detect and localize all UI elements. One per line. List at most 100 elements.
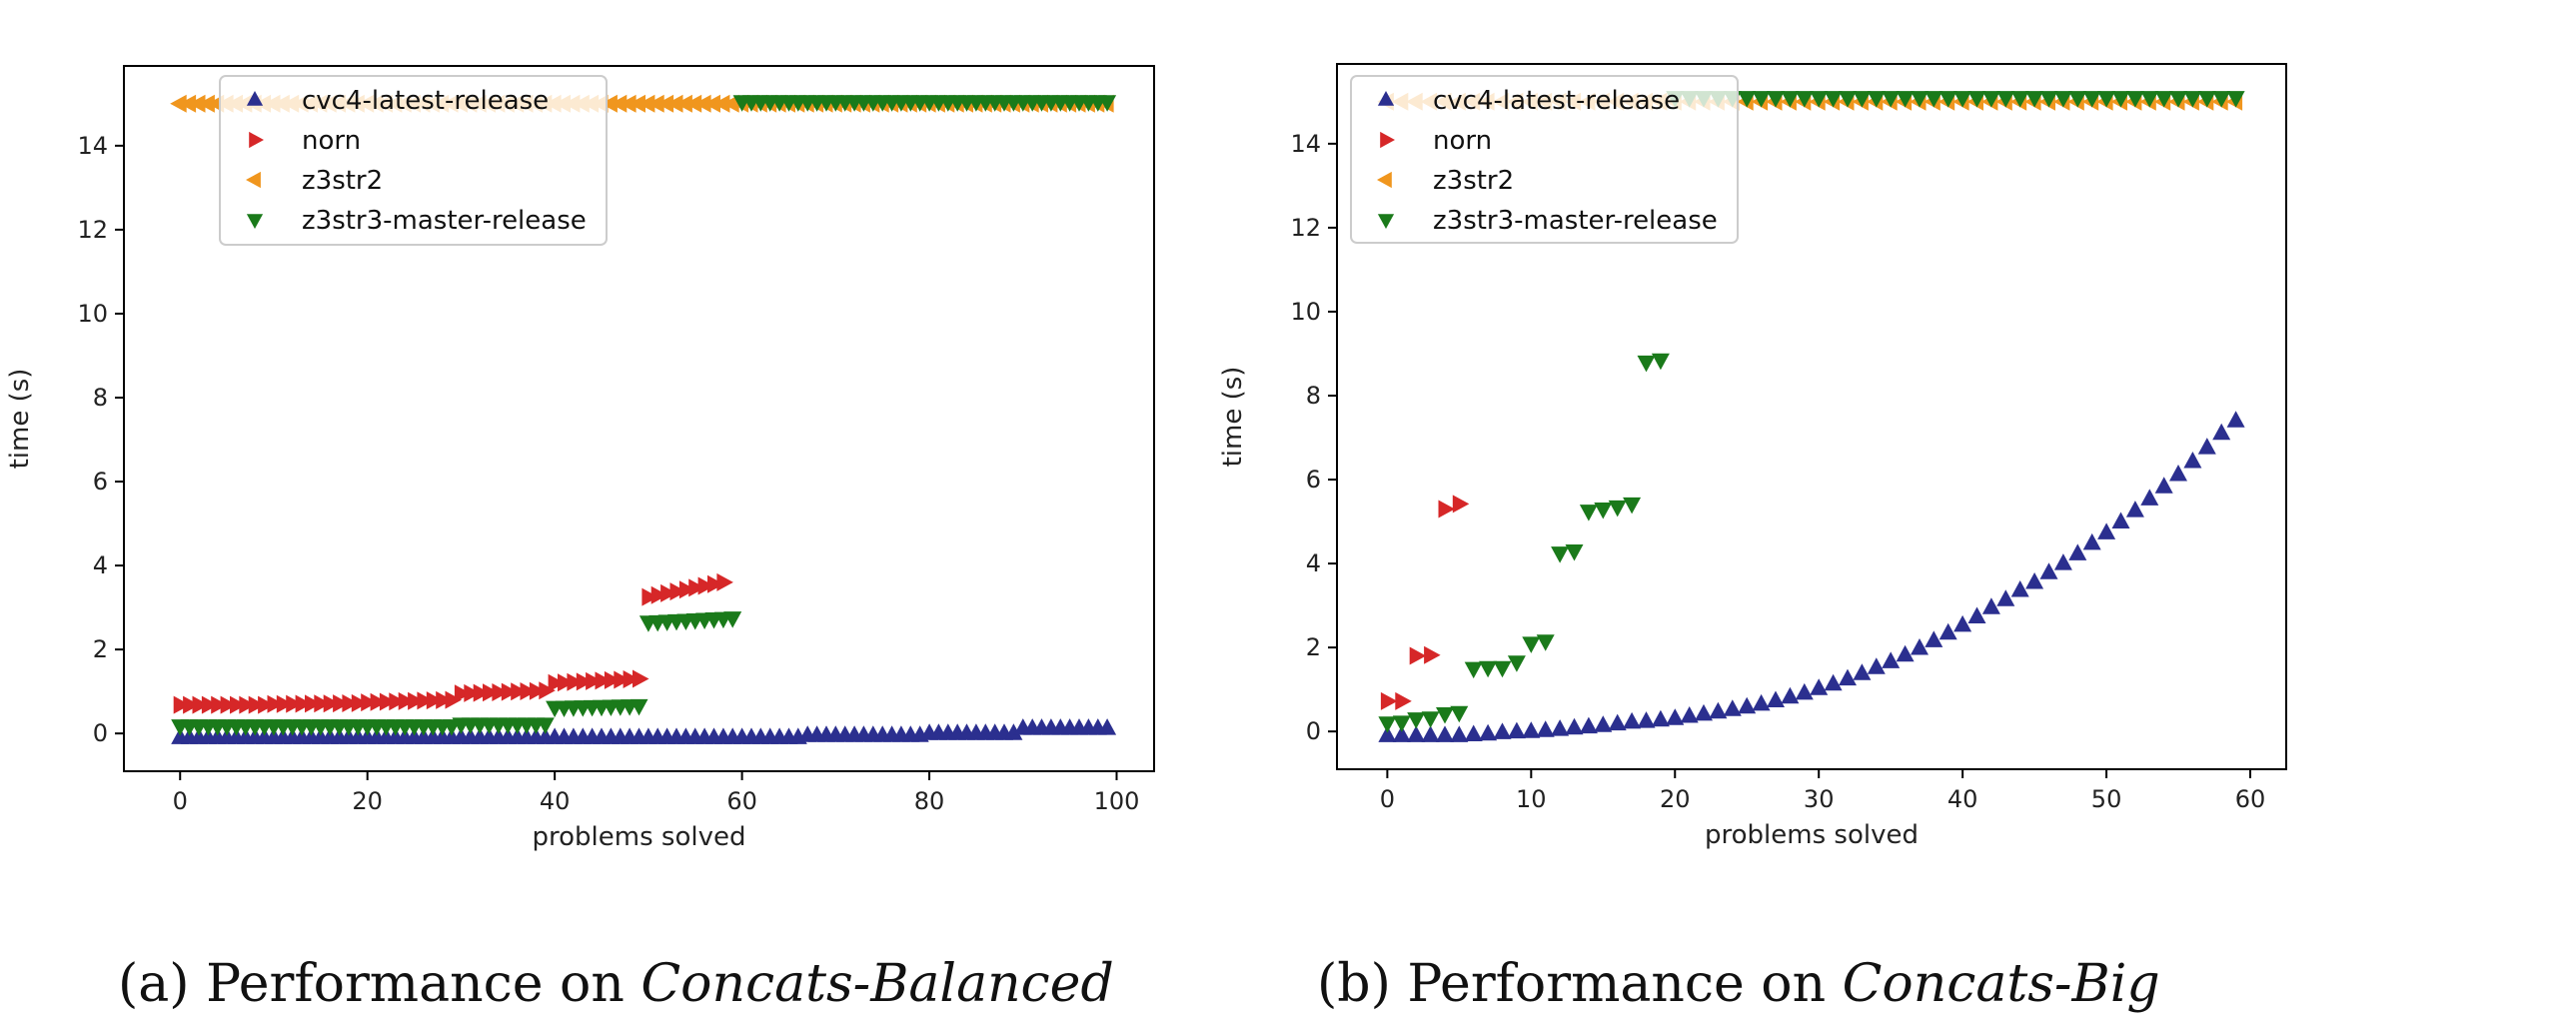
data-point [1867,657,1886,674]
data-point [703,94,720,113]
data-point [1938,622,1957,640]
data-point [520,682,537,700]
data-point [669,582,686,601]
data-point [2226,91,2245,108]
data-point [1839,91,1857,108]
data-point [2169,91,2187,108]
data-point [1882,651,1901,668]
data-point [1565,717,1584,735]
y-axis-label-a: time (s) [5,369,35,470]
data-point [1594,715,1613,732]
y-tick-label-a: 12 [77,216,108,244]
data-point [342,694,359,712]
data-point [192,695,209,714]
data-point [183,695,200,714]
data-point [529,681,547,700]
data-point [417,691,434,710]
data-point [1925,630,1943,647]
data-point [1450,725,1469,742]
data-point [1938,91,1957,108]
data-point [1752,91,1771,108]
data-point [1637,355,1656,373]
data-point [1479,660,1498,678]
data-point [1882,91,1901,108]
data-point [2125,91,2144,108]
data-point [1767,690,1785,707]
legend-marker [249,131,264,149]
legend-marker [1377,171,1392,189]
data-point [1464,724,1483,741]
data-point [454,684,472,703]
chart-panel-b: 0 10 20 30 40 50 60 0 2 4 6 8 10 12 14 problems solved t… [1218,63,2287,850]
data-point [501,682,519,701]
data-point [1579,716,1598,734]
data-point [1551,719,1570,736]
data-point [361,693,378,712]
data-point [1004,723,1023,740]
legend-label: z3str3-master-release [1433,206,1718,236]
data-point [511,682,528,701]
data-point [239,695,256,714]
data-point [1098,95,1117,112]
data-point [2039,91,2058,108]
data-point [1911,638,1929,655]
data-point [1522,636,1541,653]
data-point [445,690,462,709]
data-point [1723,699,1742,716]
data-point [2111,512,2130,528]
y-tick-label-b: 10 [1290,298,1321,326]
data-point [1967,606,1986,623]
data-point [2183,91,2202,108]
x-tick-label-a: 40 [540,787,571,815]
x-tick-label-b: 0 [1380,785,1395,813]
data-point [179,94,197,113]
data-point [1098,718,1117,735]
data-point [604,670,622,689]
legend-marker [246,171,261,189]
data-point [610,94,628,113]
data-point [198,94,215,113]
data-point [1651,353,1670,371]
data-point [351,693,369,712]
data-point [1795,682,1814,700]
data-point [666,94,683,113]
data-point [650,585,668,604]
data-point [333,694,350,713]
y-tick-label-a: 4 [93,551,108,579]
data-point [2111,91,2130,108]
data-point [1464,661,1483,679]
data-point [1438,500,1455,518]
data-point [712,94,730,113]
data-point [1981,597,2000,614]
data-point [1867,91,1886,108]
data-point [1853,91,1872,108]
data-point [642,587,658,606]
data-point [1738,91,1757,108]
data-point [1608,713,1627,731]
data-point [1996,91,2015,108]
data-point [1507,721,1526,739]
data-point [1479,723,1498,741]
x-axis-label-b: problems solved [1705,820,1919,850]
data-point [576,672,594,691]
data-point [1953,614,1972,632]
data-point [1637,711,1656,728]
data-point [464,683,481,702]
data-point [1452,495,1470,514]
data-point [1953,91,1972,108]
legend-label: z3str2 [302,166,383,196]
legend-box-b [1350,75,1739,244]
data-point [1536,634,1555,651]
data-point [630,698,648,716]
y-tick-label-b: 4 [1306,549,1321,577]
series-a-cvc4-latest-release [171,718,1117,744]
data-point [1680,706,1699,723]
data-point [1579,505,1598,521]
data-point [1896,91,1915,108]
series-b-norn [1380,495,1470,710]
data-point [1493,660,1512,678]
data-point [567,672,584,691]
data-point [314,694,331,713]
x-tick-label-b: 10 [1516,785,1547,813]
